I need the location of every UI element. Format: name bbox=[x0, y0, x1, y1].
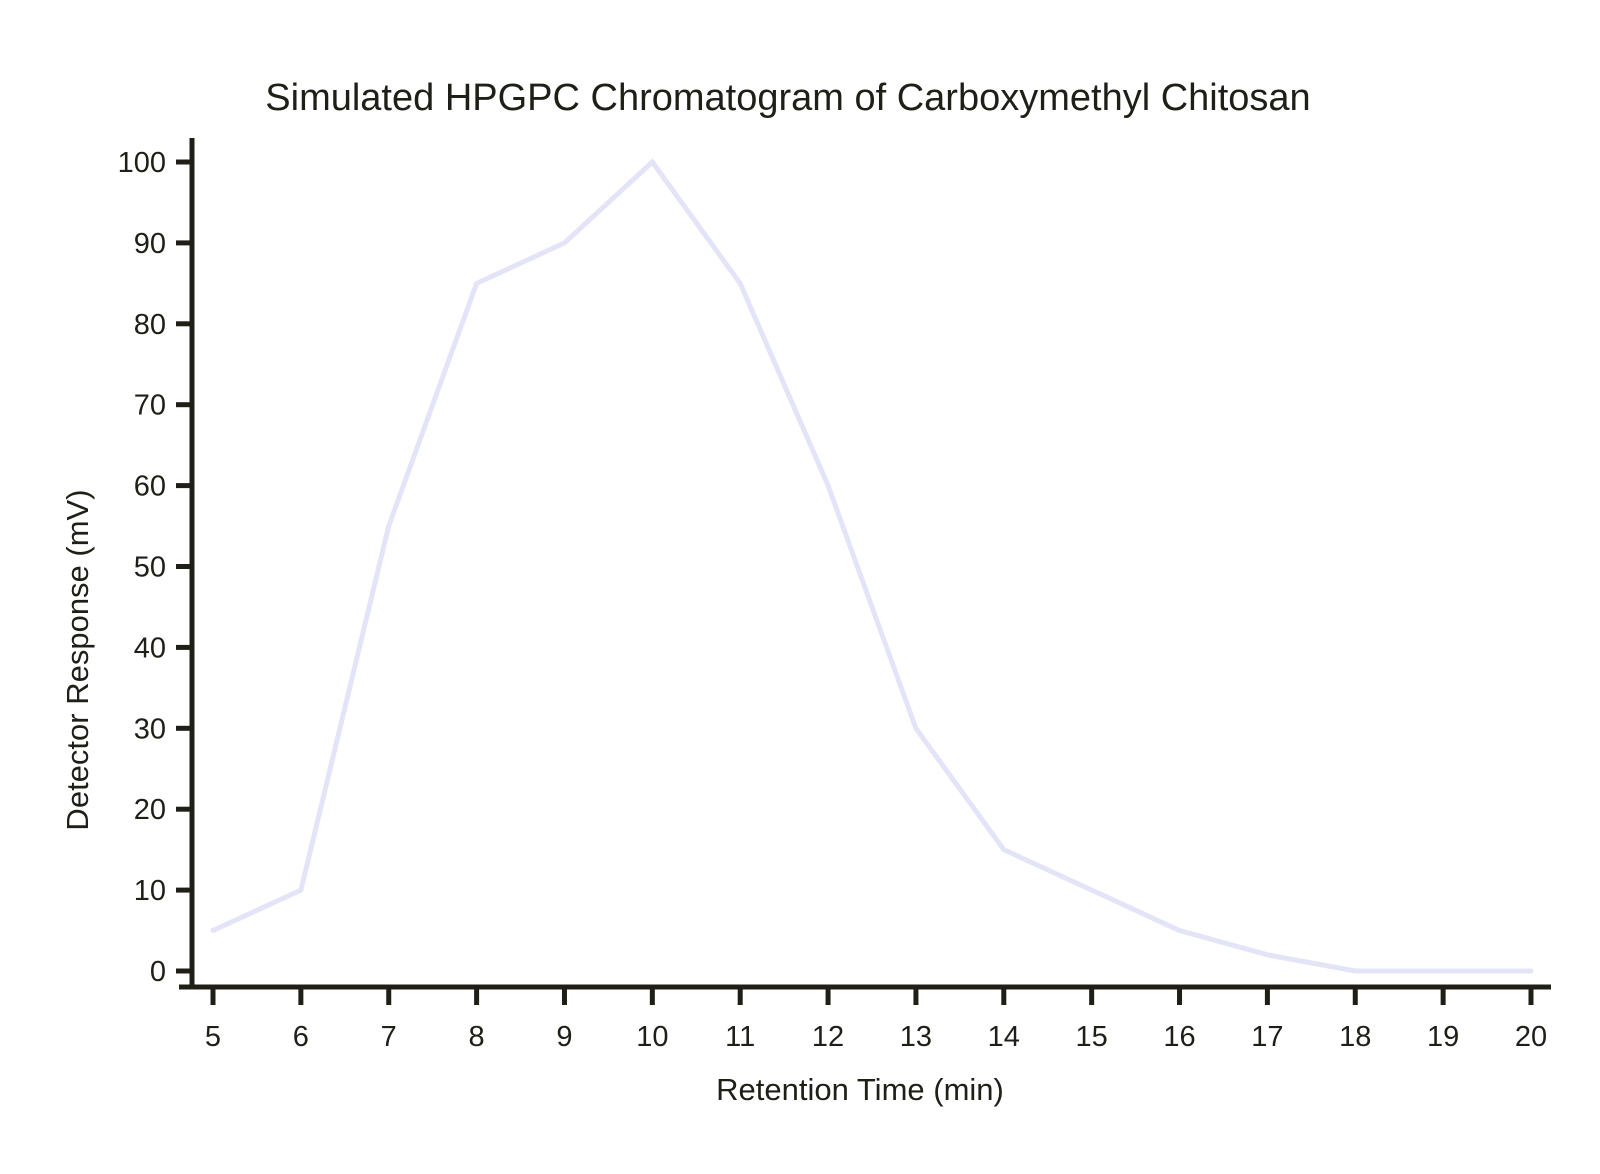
x-tick-label: 11 bbox=[725, 1021, 755, 1053]
y-tick-label: 60 bbox=[134, 471, 166, 503]
y-tick-label: 10 bbox=[134, 875, 166, 907]
y-tick-label: 90 bbox=[134, 228, 166, 260]
x-tick-label: 8 bbox=[469, 1021, 485, 1053]
x-tick-label: 7 bbox=[381, 1021, 397, 1053]
x-tick-label: 9 bbox=[556, 1021, 572, 1053]
y-tick-label: 40 bbox=[134, 632, 166, 664]
chart-title: Simulated HPGPC Chromatogram of Carboxym… bbox=[265, 77, 1310, 119]
y-tick-label: 80 bbox=[134, 309, 166, 341]
x-tick-label: 5 bbox=[205, 1021, 221, 1053]
y-tick-label: 70 bbox=[134, 390, 166, 422]
chromatogram-line-group bbox=[210, 158, 1534, 974]
y-tick-label: 20 bbox=[134, 794, 166, 826]
y-tick-label: 50 bbox=[134, 552, 166, 584]
x-tick-label: 17 bbox=[1251, 1021, 1283, 1053]
x-tick-label: 6 bbox=[293, 1021, 309, 1053]
y-tick-label: 100 bbox=[118, 147, 166, 179]
x-tick-label: 13 bbox=[900, 1021, 932, 1053]
x-tick-label: 10 bbox=[636, 1021, 668, 1053]
y-axis-ticks: 0 10 20 30 40 50 60 70 80 90 100 bbox=[118, 147, 191, 988]
y-tick-label: 0 bbox=[150, 956, 166, 988]
x-tick-label: 18 bbox=[1339, 1021, 1371, 1053]
x-tick-label: 14 bbox=[988, 1021, 1020, 1053]
y-tick-label: 30 bbox=[134, 713, 166, 745]
x-tick-label: 16 bbox=[1163, 1021, 1195, 1053]
chromatogram-line bbox=[210, 158, 1534, 974]
x-tick-label: 19 bbox=[1427, 1021, 1459, 1053]
x-axis-title: Retention Time (min) bbox=[716, 1072, 1004, 1107]
x-tick-label: 20 bbox=[1515, 1021, 1547, 1053]
y-axis-title: Detector Response (mV) bbox=[60, 489, 95, 830]
x-tick-label: 15 bbox=[1076, 1021, 1108, 1053]
x-axis-ticks: 5 6 7 8 9 10 11 12 13 14 15 16 17 18 19 20 bbox=[205, 989, 1547, 1053]
x-tick-label: 12 bbox=[812, 1021, 844, 1053]
